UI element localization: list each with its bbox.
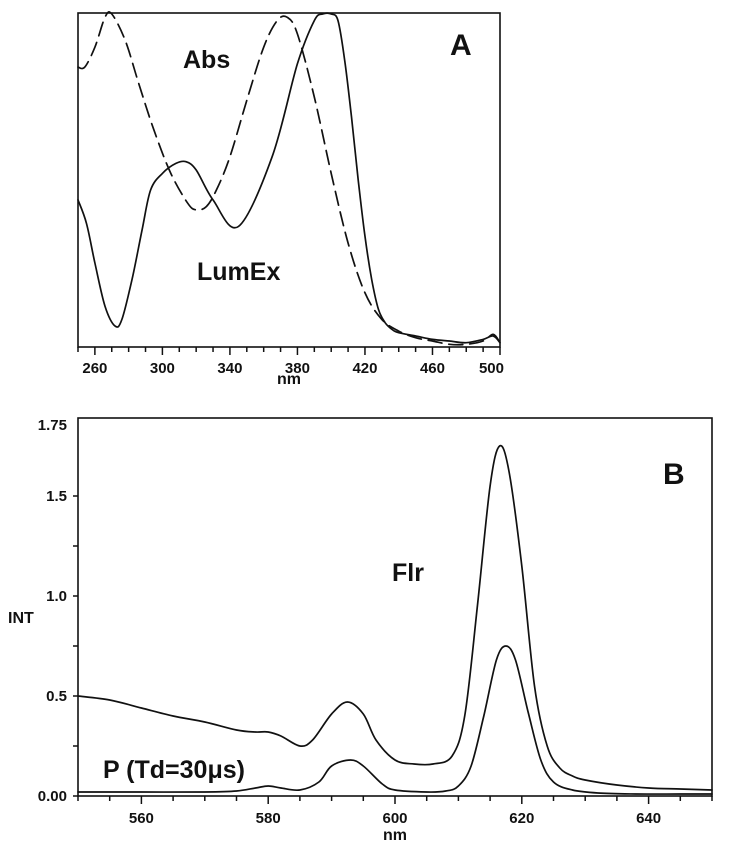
panel-b-y-tick-label: 1.5: [46, 488, 67, 505]
panel-a-label: A: [450, 29, 472, 62]
annotation-abs: Abs: [183, 46, 230, 74]
annotation-flr: Flr: [392, 559, 424, 587]
panel-a-x-tick-label: 420: [352, 360, 377, 377]
panel-a-x-tick-labels: 260 300 340 380 420 460 500: [82, 360, 504, 377]
panel-a-x-tick-label: 340: [217, 360, 242, 377]
panel-a: 260 300 340 380 420 460 500 nm Abs LumEx A: [77, 11, 504, 388]
panel-b-frame: [77, 417, 713, 797]
panel-a-x-axis-title: nm: [277, 371, 301, 388]
panel-a-series-lumex: [77, 12, 501, 344]
panel-a-x-tick-label: 300: [150, 360, 175, 377]
panel-b-series-flr: [77, 444, 713, 791]
panel-b-y-axis-title: INT: [8, 610, 34, 627]
panel-a-x-tick-label: 380: [285, 360, 310, 377]
panel-b-series-phosphorescence: [77, 645, 713, 795]
panel-b-y-tick-label: 1.75: [38, 417, 67, 434]
panel-a-series-abs: [77, 11, 501, 346]
panel-a-x-ticks: [77, 347, 501, 355]
panel-b-y-tick-labels: 0.00 0.5 1.0 1.5 1.75: [38, 417, 67, 805]
panel-b-label: B: [663, 458, 685, 491]
panel-b-x-tick-label: 600: [382, 810, 407, 827]
panel-b-y-tick-label: 1.0: [46, 588, 67, 605]
panel-b-x-ticks: [77, 796, 713, 804]
panel-a-frame: [77, 12, 501, 348]
panel-b-y-tick-label: 0.00: [38, 788, 67, 805]
panel-b-y-ticks: [73, 495, 78, 797]
panel-b-y-tick-label: 0.5: [46, 688, 67, 705]
panel-b-x-tick-label: 620: [509, 810, 534, 827]
panel-b-x-tick-label: 560: [129, 810, 154, 827]
panel-a-x-tick-label: 460: [420, 360, 445, 377]
annotation-phosphorescence: P (Td=30μs): [103, 756, 245, 784]
annotation-lumex: LumEx: [197, 258, 280, 286]
panel-b-x-axis-title: nm: [383, 827, 407, 844]
panel-a-x-tick-label: 260: [82, 360, 107, 377]
panel-b-x-tick-labels: 560 580 600 620 640: [129, 810, 661, 827]
panel-b: 560 580 600 620 640 0.00 0.5 1.0 1.5 1.75 nm INT…: [8, 417, 713, 844]
panel-b-x-tick-label: 640: [636, 810, 661, 827]
panel-a-x-tick-label: 500: [479, 360, 504, 377]
panel-b-x-tick-label: 580: [256, 810, 281, 827]
